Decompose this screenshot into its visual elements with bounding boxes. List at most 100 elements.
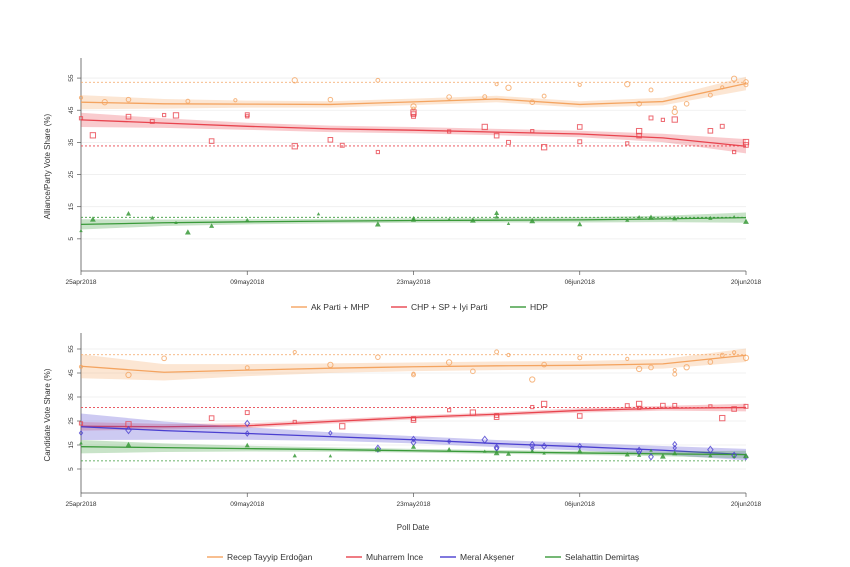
data-point-recep-tayyip-erdogan <box>411 371 416 376</box>
data-point-chp-sp-iyi-parti <box>149 119 155 124</box>
data-point-muharrem-ince <box>469 409 477 416</box>
data-point-hdp <box>245 217 250 222</box>
data-point-selahattin-demirtas <box>530 448 535 453</box>
data-point-recep-tayyip-erdogan <box>78 364 84 369</box>
data-point-hdp <box>672 215 678 221</box>
x-tick-label: 23may2018 <box>397 501 431 508</box>
data-point-selahattin-demirtas <box>649 448 653 452</box>
data-point-chp-sp-iyi-parti <box>506 139 511 145</box>
data-point-chp-sp-iyi-parti <box>78 116 84 121</box>
y-tick-label: 15 <box>68 203 75 211</box>
data-point-hdp <box>184 229 191 235</box>
legend-label: HDP <box>530 302 548 312</box>
data-point-selahattin-demirtas <box>732 454 736 459</box>
y-tick-label: 45 <box>68 369 75 377</box>
data-point-chp-sp-iyi-parti <box>172 112 180 119</box>
x-axis-label: Poll Date <box>397 523 430 532</box>
data-point-chp-sp-iyi-parti <box>625 141 630 146</box>
data-point-recep-tayyip-erdogan <box>445 359 453 366</box>
data-point-recep-tayyip-erdogan <box>732 350 737 355</box>
data-point-chp-sp-iyi-parti <box>291 143 298 150</box>
data-point-ak-parti-mhp <box>101 99 108 106</box>
data-point-hdp <box>125 211 132 216</box>
data-point-meral-aksener <box>125 425 132 435</box>
data-point-muharrem-ince <box>530 404 535 410</box>
legend-label: Muharrem İnce <box>366 552 423 562</box>
data-point-hdp <box>374 221 381 227</box>
data-point-meral-aksener <box>672 440 678 448</box>
data-point-ak-parti-mhp <box>291 77 298 84</box>
data-point-hdp <box>732 215 736 219</box>
data-point-muharrem-ince <box>244 410 250 416</box>
data-point-recep-tayyip-erdogan <box>125 371 132 379</box>
data-point-muharrem-ince <box>339 423 346 430</box>
data-point-chp-sp-iyi-parti <box>375 149 380 155</box>
data-point-meral-aksener <box>374 444 382 453</box>
data-point-recep-tayyip-erdogan <box>411 372 416 378</box>
data-point-chp-sp-iyi-parti <box>89 132 97 139</box>
data-point-hdp <box>411 215 416 220</box>
legend-label: Selahattin Demirtaş <box>565 552 639 562</box>
data-point-recep-tayyip-erdogan <box>161 355 167 362</box>
x-tick-label: 23may2018 <box>397 279 431 286</box>
data-point-muharrem-ince <box>447 408 452 413</box>
data-point-selahattin-demirtas <box>446 446 452 451</box>
data-point-muharrem-ince <box>78 421 84 426</box>
data-point-recep-tayyip-erdogan <box>375 354 381 360</box>
data-point-recep-tayyip-erdogan <box>707 359 714 365</box>
data-point-hdp <box>150 215 155 220</box>
data-point-muharrem-ince <box>708 404 713 409</box>
data-point-hdp <box>625 217 630 222</box>
data-point-recep-tayyip-erdogan <box>742 354 750 362</box>
y-tick-label: 55 <box>68 345 75 353</box>
data-point-chp-sp-iyi-parti <box>707 128 714 134</box>
data-point-selahattin-demirtas <box>743 452 749 459</box>
data-point-muharrem-ince <box>494 413 500 418</box>
data-point-chp-sp-iyi-parti <box>245 114 250 119</box>
trend-line-recep-tayyip-erdogan <box>80 354 747 373</box>
data-point-hdp <box>708 215 713 220</box>
data-point-hdp <box>743 218 749 224</box>
data-point-chp-sp-iyi-parti <box>481 123 488 131</box>
data-point-chp-sp-iyi-parti <box>743 142 749 148</box>
data-point-chp-sp-iyi-parti <box>671 116 678 123</box>
data-point-selahattin-demirtas <box>542 451 546 455</box>
data-point-selahattin-demirtas <box>328 454 333 458</box>
data-point-hdp <box>529 217 536 224</box>
data-point-recep-tayyip-erdogan <box>672 368 677 373</box>
data-point-selahattin-demirtas <box>636 452 642 457</box>
x-tick-label: 06jun2018 <box>565 279 596 286</box>
data-point-meral-aksener <box>648 452 654 461</box>
data-point-chp-sp-iyi-parti <box>577 139 583 145</box>
data-point-chp-sp-iyi-parti <box>447 129 452 134</box>
data-point-hdp <box>577 221 583 227</box>
data-point-selahattin-demirtas <box>292 453 297 458</box>
data-point-ak-parti-mhp <box>494 82 499 87</box>
y-tick-label: 25 <box>68 417 75 425</box>
data-point-hdp <box>506 221 511 226</box>
data-point-recep-tayyip-erdogan <box>506 352 511 358</box>
data-point-recep-tayyip-erdogan <box>683 364 690 371</box>
data-point-muharrem-ince <box>635 400 643 408</box>
data-point-muharrem-ince <box>743 403 749 409</box>
data-point-ak-parti-mhp <box>446 94 452 100</box>
confidence-band-recep-tayyip-erdogan <box>81 348 746 381</box>
data-point-muharrem-ince <box>576 413 583 419</box>
data-point-ak-parti-mhp <box>375 77 381 83</box>
data-point-chp-sp-iyi-parti <box>162 112 167 118</box>
data-point-ak-parti-mhp <box>505 84 512 91</box>
x-tick-label: 20jun2018 <box>731 501 762 508</box>
y-tick-label: 25 <box>68 171 75 179</box>
data-point-selahattin-demirtas <box>505 451 512 456</box>
legend-label: Meral Akşener <box>460 552 514 562</box>
data-point-chp-sp-iyi-parti <box>411 113 416 119</box>
data-point-recep-tayyip-erdogan <box>648 364 654 371</box>
data-point-chp-sp-iyi-parti <box>327 137 334 143</box>
y-tick-label: 15 <box>68 441 75 449</box>
data-point-ak-parti-mhp <box>541 93 547 99</box>
data-point-hdp <box>494 214 499 219</box>
data-point-selahattin-demirtas <box>79 441 83 445</box>
candidate-legend: Recep Tayyip Erdoğan Muharrem İnce Meral A… <box>207 552 639 562</box>
data-point-selahattin-demirtas <box>576 448 583 454</box>
